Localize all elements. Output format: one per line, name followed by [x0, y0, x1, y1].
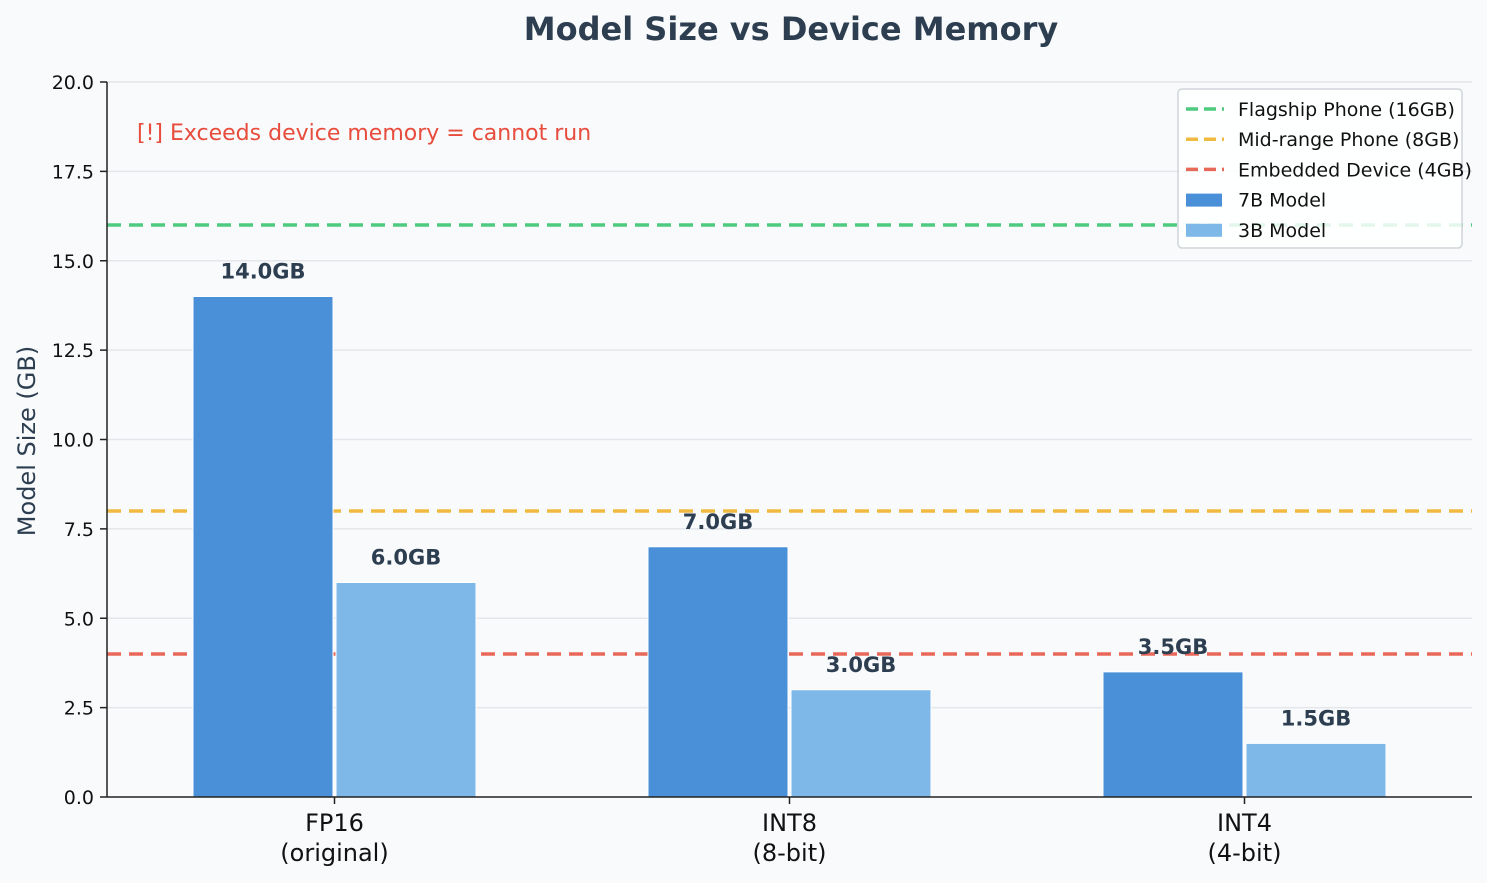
chart-title: Model Size vs Device Memory	[524, 10, 1059, 48]
y-tick-label: 17.5	[52, 161, 94, 183]
reference-lines	[107, 223, 1472, 656]
legend-label: Flagship Phone (16GB)	[1238, 99, 1455, 121]
bar	[335, 582, 477, 798]
y-axis-label: Model Size (GB)	[13, 346, 41, 536]
bar	[647, 546, 789, 798]
legend-label: Embedded Device (4GB)	[1238, 159, 1472, 181]
x-tick-label: (4-bit)	[1208, 839, 1282, 867]
y-tick-label: 0.0	[64, 787, 94, 809]
annotation-text: [!] Exceeds device memory = cannot run	[137, 121, 591, 146]
legend-swatch-patch	[1186, 223, 1222, 237]
labels: 0.0 2.5 5.0 7.5 10.0 12.5 15.0 17.5 20.0 14.0GB 6.…	[52, 72, 1352, 867]
bar-value-label: 3.0GB	[826, 653, 896, 677]
x-tick-label: (8-bit)	[753, 839, 827, 867]
bar-value-label: 14.0GB	[220, 260, 305, 284]
x-tick-label: INT8	[762, 809, 817, 837]
legend-box	[1177, 88, 1463, 249]
legend-label: Mid-range Phone (8GB)	[1238, 129, 1459, 151]
y-tick-label: 12.5	[52, 340, 94, 362]
bar	[192, 296, 334, 798]
bar	[1245, 742, 1387, 798]
y-tick-label: 7.5	[64, 519, 94, 541]
legend-swatch-patch	[1186, 193, 1222, 207]
bar-value-label: 3.5GB	[1138, 635, 1208, 659]
bar	[1102, 671, 1244, 798]
bar-value-label: 7.0GB	[683, 510, 753, 534]
y-tick-label: 15.0	[52, 251, 94, 273]
bar	[790, 689, 932, 798]
x-tick-label: (original)	[280, 839, 388, 867]
legend-label: 7B Model	[1238, 190, 1326, 212]
y-tick-label: 10.0	[52, 430, 94, 452]
grid-lines	[107, 81, 1472, 709]
legend: Flagship Phone (16GB) Mid-range Phone (8G…	[1177, 88, 1472, 249]
y-tick-label: 20.0	[52, 72, 94, 94]
axes	[100, 81, 1472, 804]
x-tick-label: INT4	[1217, 809, 1272, 837]
y-tick-label: 5.0	[64, 608, 94, 630]
x-tick-label: FP16	[305, 809, 364, 837]
legend-label: 3B Model	[1238, 220, 1326, 242]
bar-value-label: 1.5GB	[1281, 706, 1351, 730]
y-tick-label: 2.5	[64, 698, 94, 720]
bar-value-label: 6.0GB	[371, 546, 441, 570]
